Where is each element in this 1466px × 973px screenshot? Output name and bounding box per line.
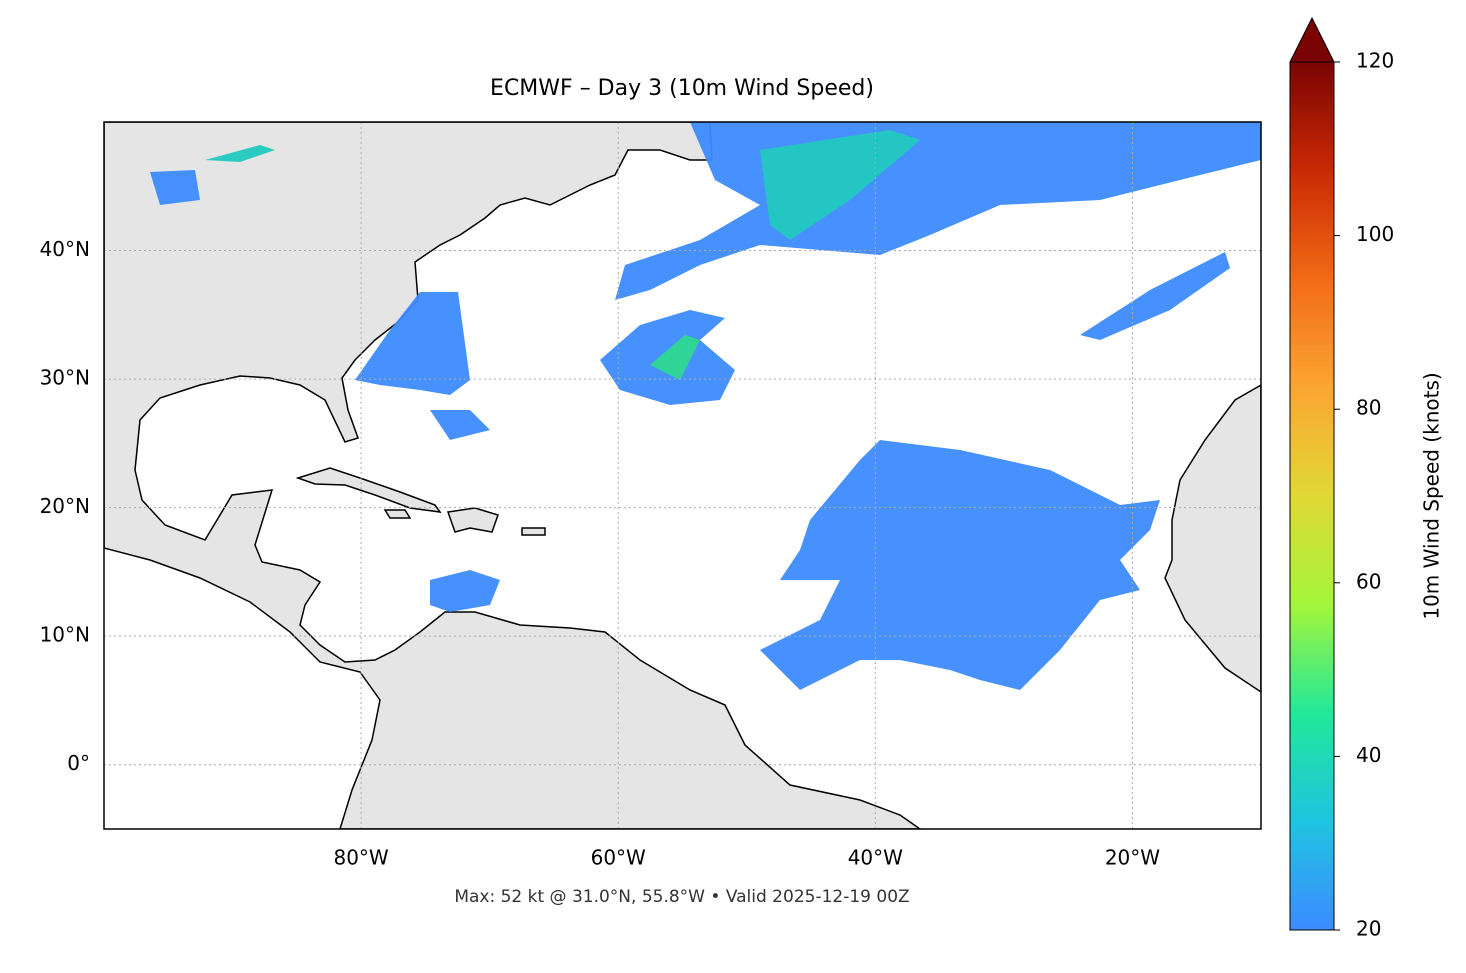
colorbar-tick-label: 80 (1356, 396, 1381, 420)
chart-title: ECMWF – Day 3 (10m Wind Speed) (490, 76, 874, 101)
colorbar-label: 10m Wind Speed (knots) (1420, 372, 1444, 619)
puerto-rico (521, 527, 546, 536)
colorbar (1289, 61, 1335, 931)
x-tick-label: 60°W (591, 846, 646, 870)
y-tick-label: 30°N (40, 366, 90, 390)
x-tick-label: 40°W (848, 846, 903, 870)
map-frame (103, 121, 1262, 830)
map-layer (104, 122, 1261, 829)
colorbar-tick-label: 20 (1356, 917, 1381, 941)
wind-field (150, 122, 1261, 690)
americas (104, 122, 922, 829)
jamaica (383, 509, 412, 519)
annotation: Max: 52 kt @ 31.0°N, 55.8°W • Valid 2025… (454, 887, 909, 907)
africa (1164, 384, 1261, 693)
y-tick-label: 40°N (40, 237, 90, 261)
y-tick-label: 20°N (40, 494, 90, 518)
y-tick-label: 10°N (40, 623, 90, 647)
x-tick-label: 20°W (1105, 846, 1160, 870)
hispaniola (446, 507, 499, 533)
colorbar-tick-label: 100 (1356, 222, 1394, 246)
colorbar-extend (1289, 16, 1335, 63)
y-tick-label: 0° (67, 751, 90, 775)
x-tick-label: 80°W (333, 846, 388, 870)
colorbar-tick-label: 40 (1356, 743, 1381, 767)
colorbar-tick-label: 120 (1356, 49, 1394, 73)
colorbar-tick-label: 60 (1356, 569, 1381, 593)
cuba (295, 467, 442, 513)
